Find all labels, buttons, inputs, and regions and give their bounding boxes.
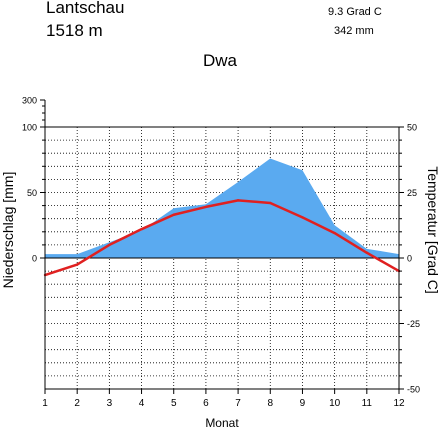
station-elevation: 1518 m [46, 21, 103, 40]
x-tick-label: 1 [42, 398, 48, 409]
precipitation-area [45, 158, 399, 258]
right-tick-label: 25 [407, 188, 417, 198]
climate-class-title: Dwa [203, 51, 238, 70]
x-tick-label: 3 [107, 398, 113, 409]
x-tick-label: 4 [139, 398, 145, 409]
left-tick-label: 300 [22, 96, 37, 106]
right-tick-label: -50 [407, 385, 420, 395]
y-axis-label-right: Temperatur [Grad C] [425, 166, 439, 294]
x-tick-label: 2 [74, 398, 80, 409]
temperature-point [236, 199, 240, 202]
y-axis-label-left: Niederschlag [mm] [0, 172, 16, 289]
x-tick-label: 9 [300, 398, 306, 409]
x-tick-label: 12 [393, 398, 405, 409]
right-tick-label: 50 [407, 123, 417, 133]
left-tick-label: 100 [22, 123, 37, 133]
temperature-point [365, 251, 369, 254]
x-tick-label: 10 [329, 398, 341, 409]
temperature-point [140, 227, 143, 231]
right-tick-label: -25 [407, 319, 420, 329]
temperature-point [269, 201, 272, 205]
x-tick-label: 11 [362, 398, 373, 409]
left-tick-label: 50 [27, 188, 37, 198]
temperature-line [44, 199, 400, 277]
left-tick-label: 0 [32, 254, 37, 264]
right-tick-label: 0 [407, 254, 412, 264]
station-name: Lantschau [46, 0, 125, 17]
x-tick-label: 6 [203, 398, 209, 409]
x-tick-label: 7 [235, 398, 241, 409]
annual-precipitation: 342 mm [334, 25, 374, 37]
series-layer [43, 158, 401, 277]
temperature-point [75, 263, 79, 266]
temperature-point [301, 216, 304, 219]
x-tick-label: 8 [267, 398, 273, 409]
temperature-point [172, 213, 175, 216]
x-axis-label: Monat [205, 416, 239, 430]
x-tick-label: 5 [171, 398, 177, 409]
mean-temperature: 9.3 Grad C [328, 6, 382, 18]
temperature-point [333, 231, 336, 235]
temperature-point [108, 243, 111, 247]
temperature-point [204, 205, 208, 209]
